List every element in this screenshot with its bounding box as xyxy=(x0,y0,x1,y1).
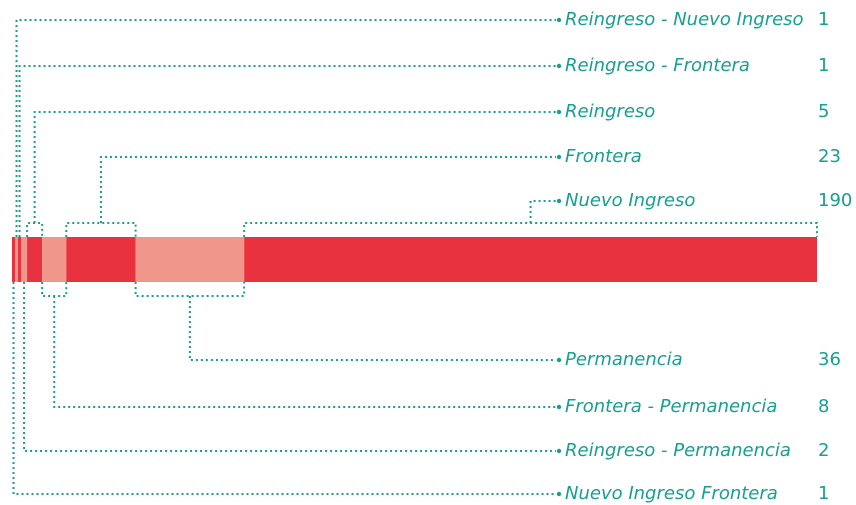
value-label: 190 xyxy=(818,190,852,211)
bar-segment xyxy=(42,237,67,282)
connector-dot xyxy=(556,448,562,454)
bar-segment xyxy=(21,237,28,282)
value-label: 36 xyxy=(818,349,841,370)
connector-dot xyxy=(556,357,562,363)
category-label: Frontera - Permanencia xyxy=(565,396,777,417)
bar-segment xyxy=(18,237,22,282)
bar-segment xyxy=(15,237,19,282)
connector xyxy=(23,282,556,452)
connector xyxy=(134,282,556,361)
category-label: Reingreso - Permanencia xyxy=(565,440,791,461)
value-label: 1 xyxy=(818,9,829,30)
connector xyxy=(12,282,556,495)
value-label: 5 xyxy=(818,101,829,122)
bar-segment xyxy=(66,237,136,282)
bar-segment xyxy=(12,237,16,282)
category-label: Nuevo Ingreso Frontera xyxy=(565,483,778,504)
connector xyxy=(26,111,556,237)
connector-dot xyxy=(556,109,562,115)
category-label: Nuevo Ingreso xyxy=(565,190,695,211)
category-label: Reingreso - Frontera xyxy=(565,55,750,76)
connector-dot xyxy=(556,154,562,160)
bar-segment xyxy=(27,237,43,282)
category-label: Reingreso xyxy=(565,101,655,122)
value-label: 8 xyxy=(818,396,829,417)
connector-dot xyxy=(556,198,562,204)
connector xyxy=(65,156,556,237)
value-label: 1 xyxy=(818,483,829,504)
connector-dot xyxy=(556,63,562,69)
bar-segment xyxy=(135,237,245,282)
connector xyxy=(243,200,818,237)
connector xyxy=(18,65,556,237)
connector-dot xyxy=(556,17,562,23)
connector-dot xyxy=(556,404,562,410)
value-label: 2 xyxy=(818,440,829,461)
connector-dot xyxy=(556,491,562,497)
category-label: Frontera xyxy=(565,146,642,167)
connector xyxy=(41,282,556,408)
bar-segment xyxy=(244,237,817,282)
connector xyxy=(15,19,556,237)
value-label: 23 xyxy=(818,146,841,167)
category-label: Permanencia xyxy=(565,349,683,370)
value-label: 1 xyxy=(818,55,829,76)
category-label: Reingreso - Nuevo Ingreso xyxy=(565,9,804,30)
